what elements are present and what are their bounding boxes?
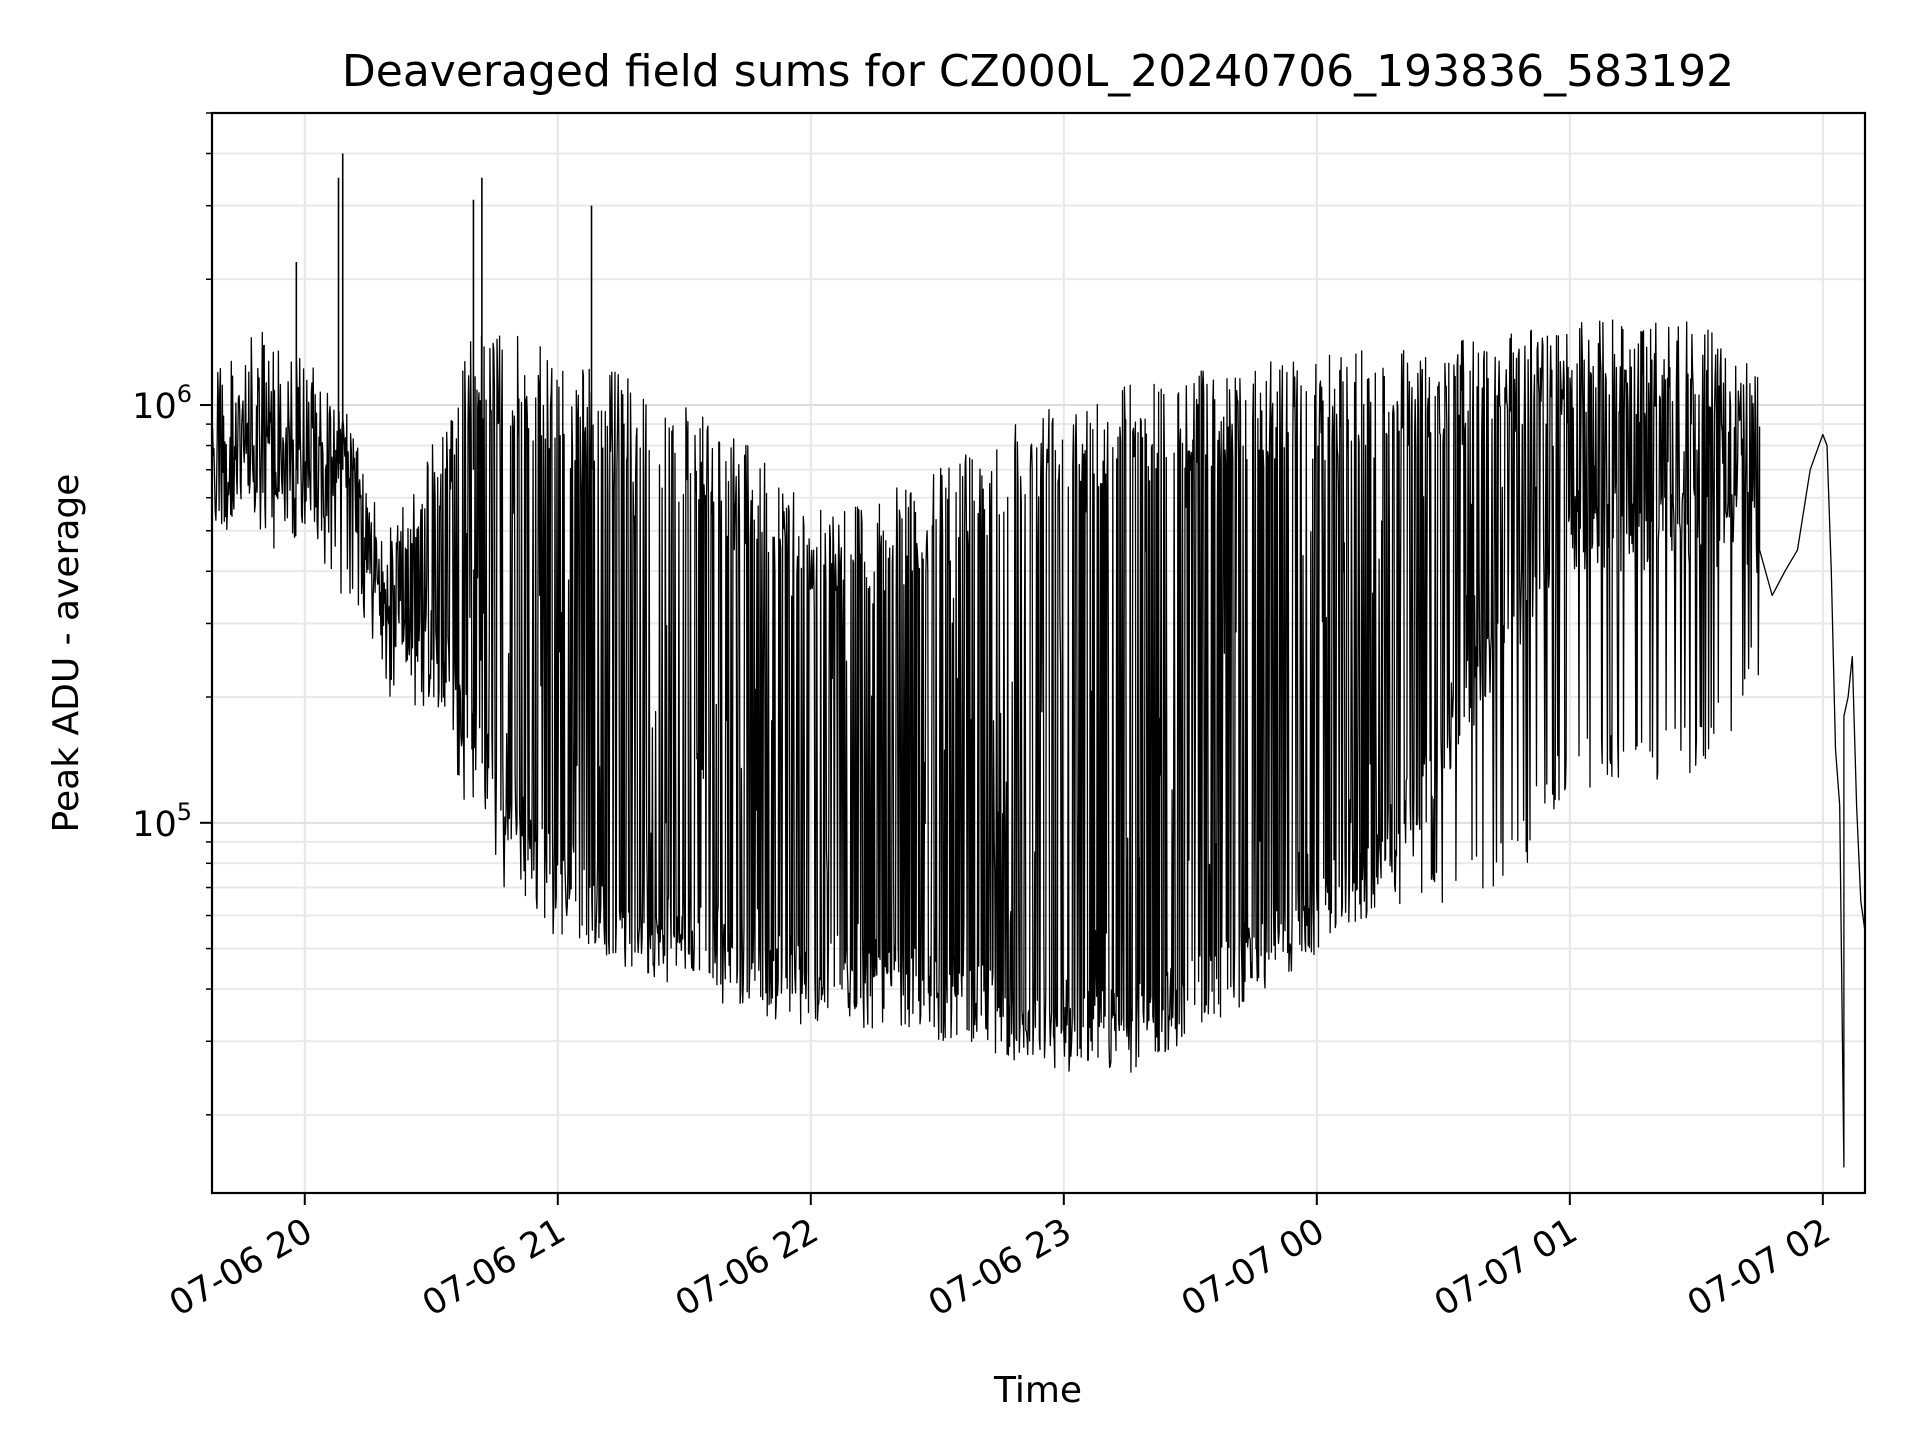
x-axis: 07-06 20 07-06 21 07-06 22 07-06 23 07-07 00… [163,1193,1837,1324]
series-line [212,153,1865,1168]
x-tick-label: 07-06 23 [922,1211,1078,1324]
x-tick-label: 07-07 02 [1681,1211,1837,1324]
x-tick-label: 07-06 22 [669,1211,825,1324]
series-polyline [212,319,1865,1168]
x-tick-label: 07-07 00 [1175,1211,1331,1324]
plot-frame [210,111,1867,1195]
x-tick-label: 07-06 21 [416,1211,572,1324]
y-tick-label: 106 [132,380,192,427]
x-axis-label: Time [993,1370,1082,1411]
y-axis: 105 106 [132,112,212,1116]
x-tick-label: 07-06 20 [163,1211,319,1324]
y-tick-label: 105 [132,798,192,845]
x-tick-label: 07-07 01 [1428,1211,1584,1324]
y-axis-label: Peak ADU - average [46,474,87,833]
chart-title: Deaveraged field sums for CZ000L_2024070… [342,46,1734,97]
